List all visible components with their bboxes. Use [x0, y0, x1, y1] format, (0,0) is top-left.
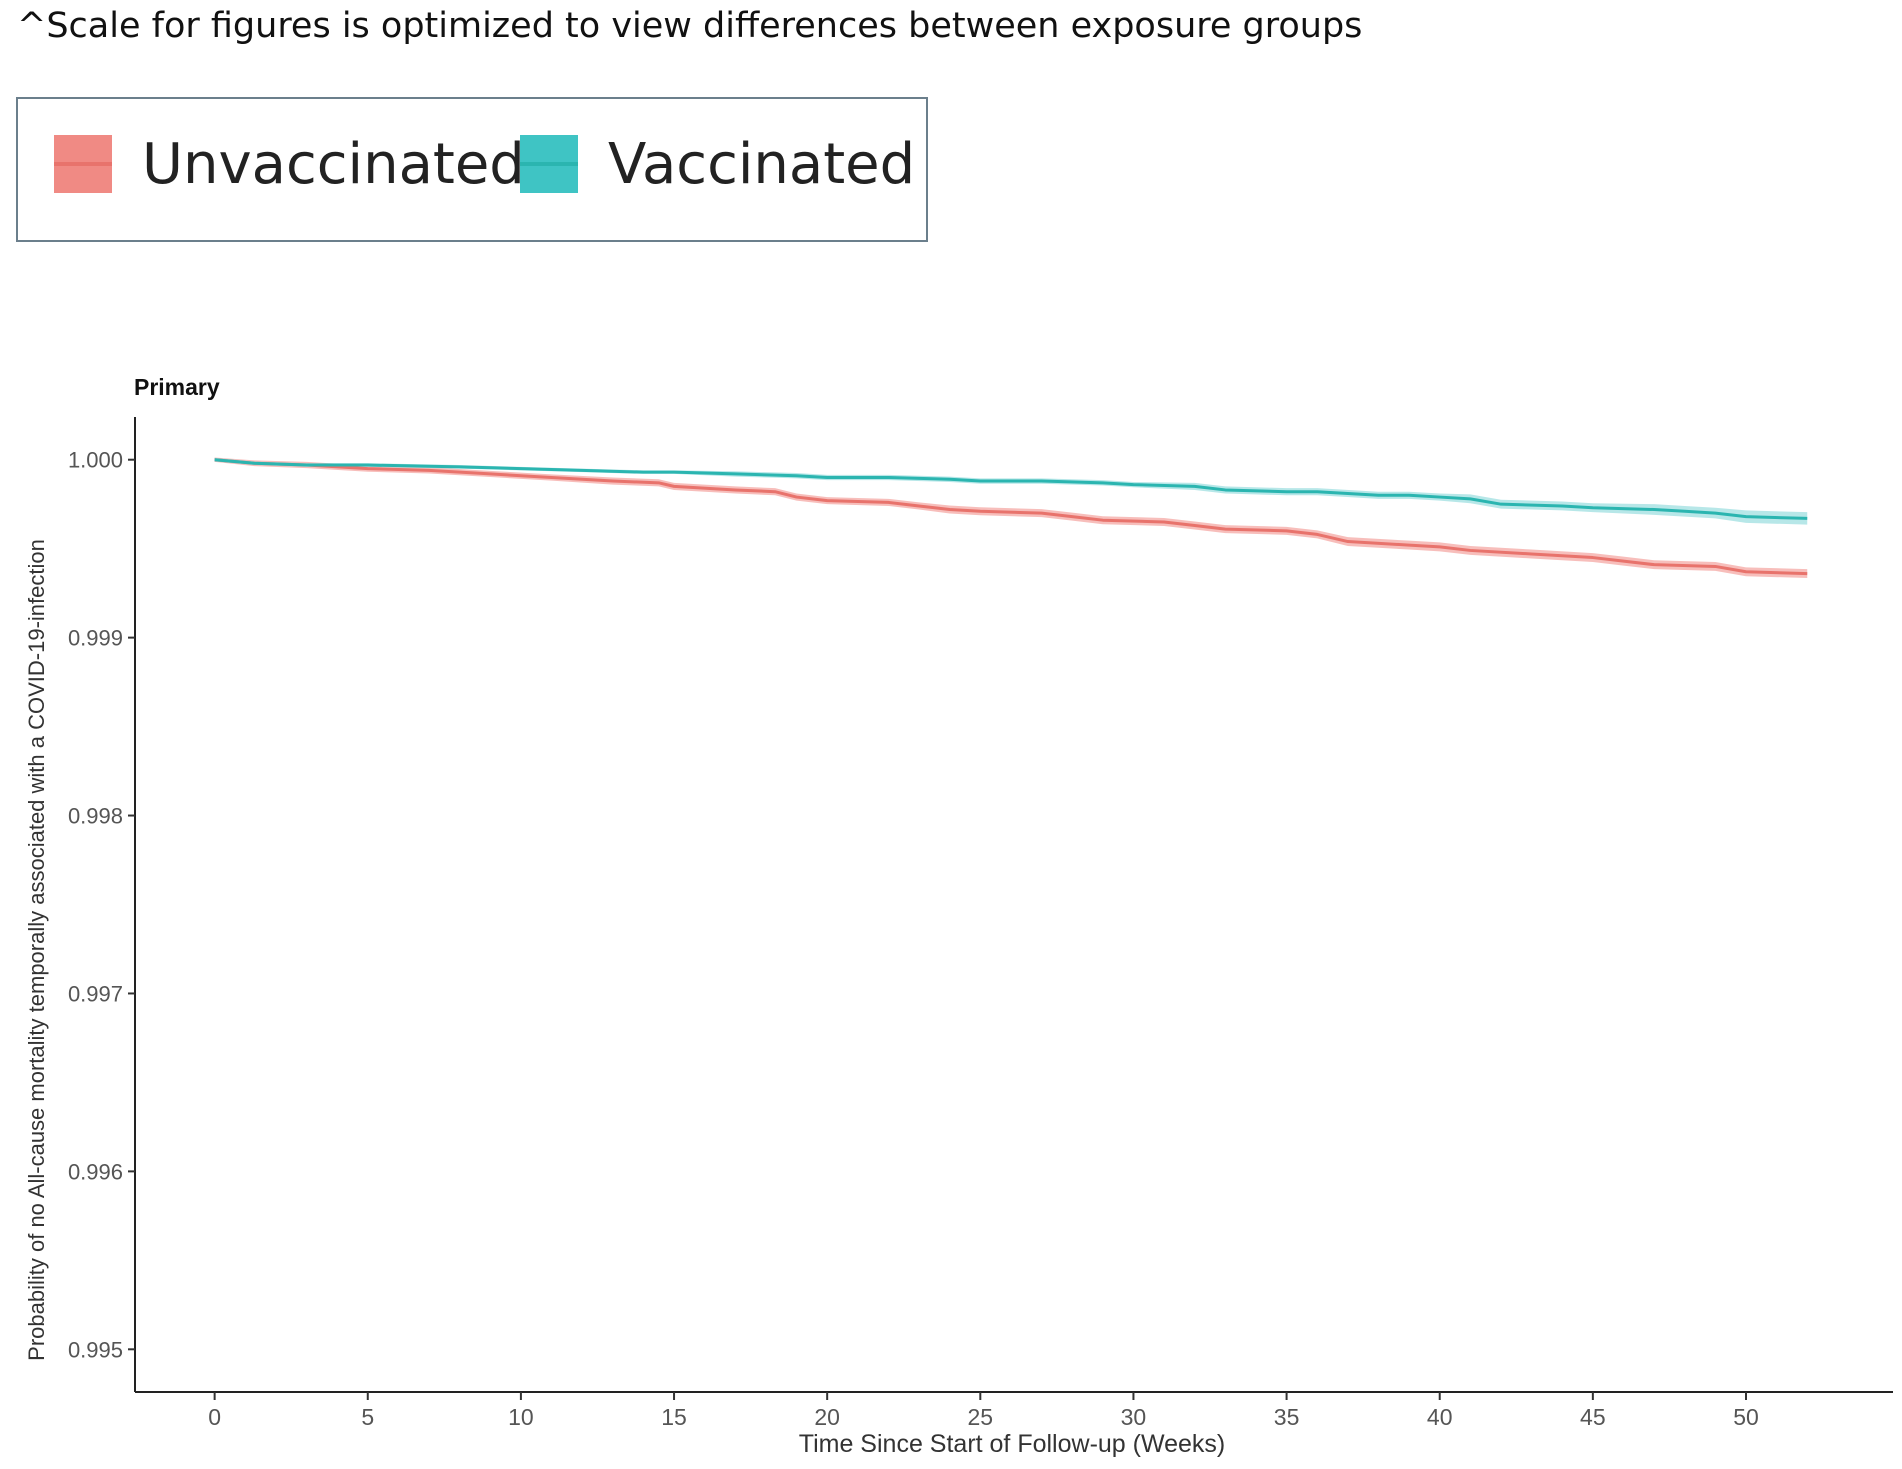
x-tick-label: 40: [1427, 1404, 1453, 1430]
x-tick-label: 0: [208, 1404, 221, 1430]
x-tick-label: 5: [361, 1404, 374, 1430]
y-tick-label: 0.999: [68, 626, 123, 651]
x-tick-label: 15: [661, 1404, 687, 1430]
legend-label-vaccinated: Vaccinated: [608, 132, 916, 197]
series-lines: [214, 458, 1808, 576]
line-unvaccinated: [214, 458, 1808, 576]
y-tick-label: 0.996: [68, 1159, 123, 1184]
y-tick-label: 0.998: [68, 804, 123, 829]
x-tick-label: 35: [1274, 1404, 1300, 1430]
x-tick-label: 10: [508, 1404, 534, 1430]
confidence-ribbons: [214, 457, 1808, 579]
x-tick-label: 20: [814, 1404, 840, 1430]
y-axis-label: Probability of no All-cause mortality te…: [24, 539, 49, 1361]
x-tick-label: 45: [1580, 1404, 1606, 1430]
y-tick-label: 1.000: [68, 448, 123, 473]
chart-title: Primary: [134, 374, 220, 400]
legend-key-unvaccinated: [54, 135, 112, 193]
legend: Unvaccinated Vaccinated: [16, 97, 928, 242]
scale-note: ^Scale for figures is optimized to view …: [17, 6, 1363, 46]
legend-label-unvaccinated: Unvaccinated: [142, 132, 525, 197]
x-tick-label: 25: [968, 1404, 994, 1430]
y-tick-label: 0.997: [68, 981, 123, 1006]
survival-chart: Primary Probability of no All-cause mort…: [24, 374, 1893, 1458]
x-axis-label: Time Since Start of Follow-up (Weeks): [799, 1430, 1226, 1458]
x-tick-label: 50: [1733, 1404, 1759, 1430]
ribbon-unvaccinated: [214, 457, 1808, 579]
y-tick-label: 0.995: [68, 1337, 123, 1362]
axes: 1.000 0.999 0.998 0.997 0.996 0.995 0 5 10 15 20 25…: [68, 417, 1893, 1430]
legend-key-vaccinated: [520, 135, 578, 193]
x-tick-label: 30: [1121, 1404, 1147, 1430]
line-vaccinated: [214, 458, 1808, 520]
